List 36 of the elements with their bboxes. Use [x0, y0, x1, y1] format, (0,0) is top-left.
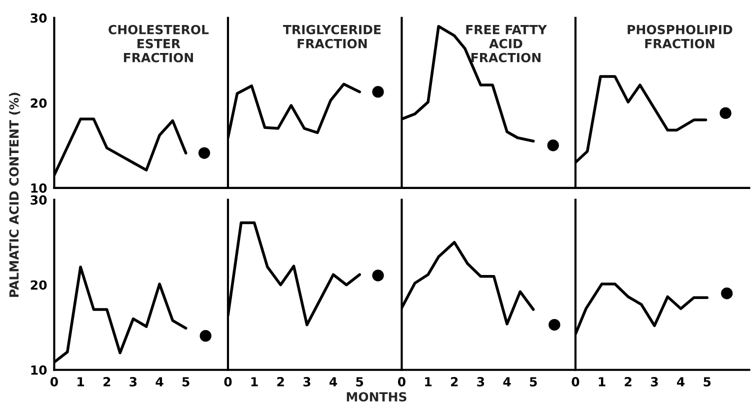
- x-tick-label: 0: [398, 377, 406, 386]
- text: TRIGLYCERIDE FRACTION: [282, 24, 381, 48]
- x-tick-label: 5: [356, 377, 364, 386]
- x-tick-label: 3: [130, 377, 137, 386]
- x-tick-label: 1: [78, 377, 84, 386]
- x-tick-label: 2: [624, 377, 632, 386]
- x-tick-label: 5: [704, 377, 711, 386]
- y-tick-label: 20: [30, 98, 47, 108]
- x-tick-label: 1: [251, 377, 258, 386]
- y-tick-label: 10: [31, 183, 47, 193]
- x-axis-title: MONTHS: [346, 392, 406, 402]
- x-tick-label: 1: [598, 377, 606, 386]
- x-tick-label: 0: [224, 377, 232, 386]
- x-tick-label: 3: [303, 377, 310, 386]
- x-tick-label: 5: [530, 377, 537, 386]
- x-tick-label: 5: [182, 377, 190, 386]
- x-tick-label: 0: [572, 377, 580, 386]
- x-tick-label: 1: [425, 377, 432, 386]
- text: CHOLESTEROL ESTER FRACTION: [108, 24, 209, 62]
- y-tick-label: 20: [30, 280, 47, 290]
- x-tick-label: 3: [477, 377, 484, 386]
- x-tick-label: 2: [104, 377, 110, 386]
- text: PHOSPHOLIPID FRACTION: [628, 24, 732, 48]
- x-tick-label: 4: [677, 377, 685, 386]
- y-axis-title: PALMATIC ACID CONTENT (%): [9, 92, 20, 297]
- text: FREE FATTY ACID FRACTION: [466, 25, 547, 62]
- x-tick-label: 2: [277, 377, 284, 386]
- y-tick-label: 30: [30, 13, 47, 23]
- x-tick-label: 0: [50, 377, 58, 386]
- x-tick-label: 4: [156, 377, 164, 386]
- y-tick-label: 10: [31, 365, 47, 375]
- x-tick-label: 2: [451, 377, 458, 386]
- x-tick-label: 4: [329, 377, 338, 386]
- x-tick-label: 4: [503, 377, 511, 386]
- y-tick-label: 30: [30, 195, 47, 205]
- x-tick-label: 3: [650, 377, 658, 386]
